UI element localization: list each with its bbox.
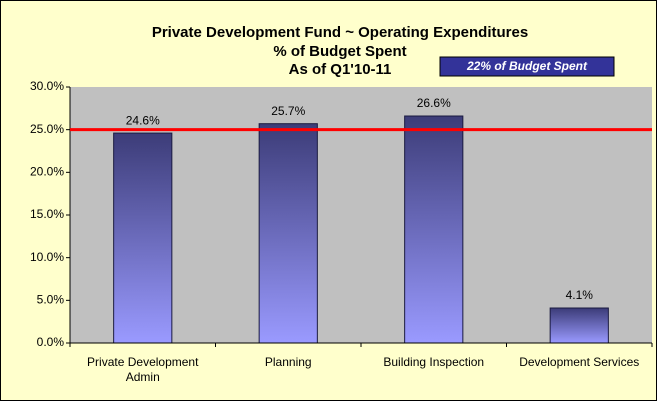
bar — [258, 123, 318, 344]
x-tick-label: Building Inspection — [383, 355, 485, 369]
y-tick-label: 10.0% — [30, 250, 64, 264]
chart-subtitle: As of Q1'10-11 — [289, 61, 392, 78]
y-tick-label: 0.0% — [37, 335, 65, 349]
chart-subtitle: % of Budget Spent — [273, 43, 406, 60]
data-label: 24.6% — [126, 113, 160, 127]
x-tick-label: Private Development Admin — [87, 355, 199, 384]
data-label: 26.6% — [417, 96, 451, 110]
y-tick-label: 20.0% — [30, 165, 64, 179]
y-tick-label: 25.0% — [30, 122, 64, 136]
bar — [113, 132, 173, 344]
y-tick-label: 15.0% — [30, 207, 64, 221]
annotation-box — [439, 56, 615, 77]
chart-title: Private Development Fund ~ Operating Exp… — [152, 24, 528, 41]
x-tick-label: Planning — [264, 355, 312, 369]
annotation: 22% of Budget Spent — [466, 59, 588, 73]
bar — [404, 115, 464, 344]
y-tick-label: 30.0% — [30, 79, 64, 93]
x-tick-label: Development Services — [519, 355, 640, 369]
y-tick-label: 5.0% — [37, 293, 65, 307]
data-label: 25.7% — [271, 104, 305, 118]
bar — [549, 307, 609, 344]
data-label: 4.1% — [566, 288, 594, 302]
